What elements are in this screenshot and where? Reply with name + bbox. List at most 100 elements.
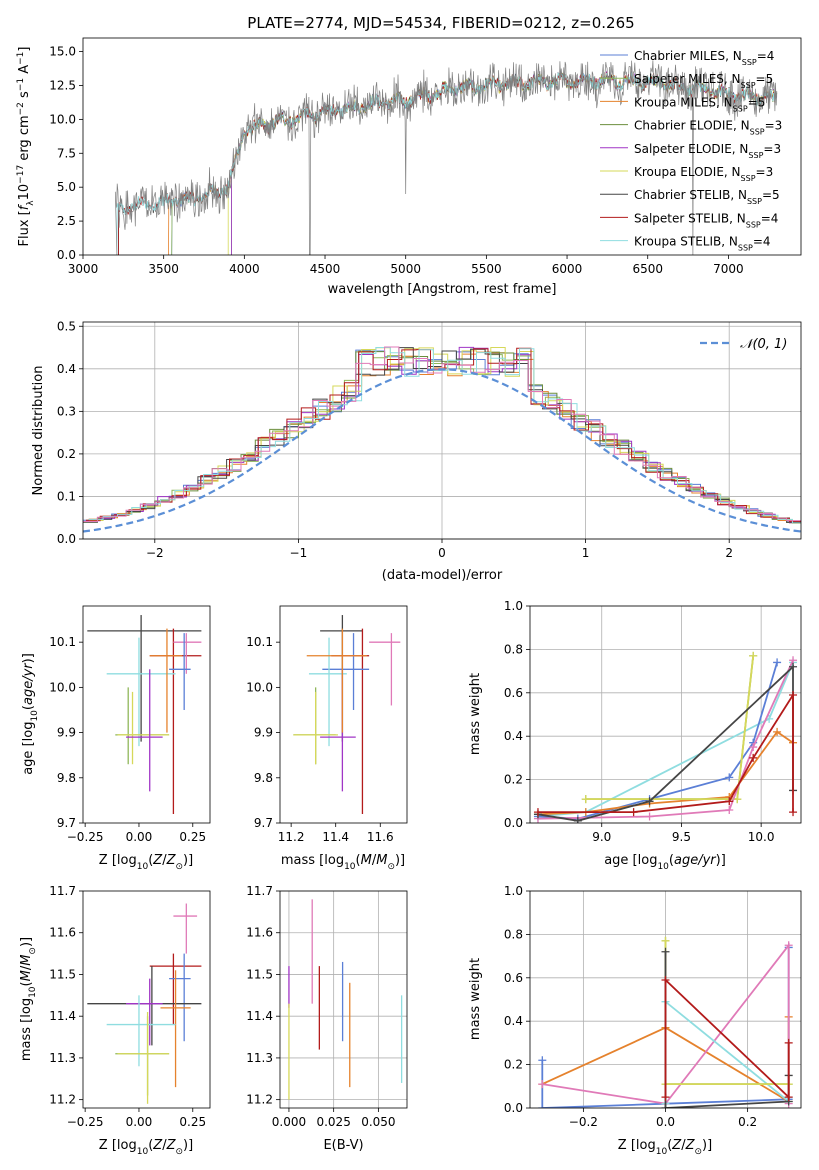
label-part: 10 [30,710,40,722]
figure-title: PLATE=2774, MJD=54534, FIBERID=0212, z=0… [247,14,634,32]
x-tick-label: 3500 [148,262,179,276]
label-part: ] [17,47,32,52]
axes-frame [279,890,408,1109]
histogram-legend: 𝒩(0, 1) [700,337,787,352]
legend-sub: SSP [741,81,756,90]
x-tick-label: 9.5 [672,830,691,844]
label-part: s [17,91,32,102]
y-tick-label: 9.7 [254,816,273,830]
label-part: 10 [137,1147,149,1157]
label-part: mass weight [468,958,483,1040]
axes-frame [279,605,408,824]
y-tick-label: 0.1 [57,489,76,503]
series-marker [661,947,670,956]
legend-label: Salpeter MILES, NSSP=5 [634,72,773,90]
series-marker [749,651,758,660]
label-part: age [ [604,853,637,868]
label-part: 10 [656,1147,668,1157]
legend-name: Salpeter STELIB, N [634,211,746,225]
x-tick-label: 5000 [390,262,421,276]
legend-nssp: =4 [757,49,775,63]
axes-frame [82,890,211,1109]
label-part: mass [ [281,853,324,868]
x-tick-label: 0.000 [272,1115,306,1129]
series-marker [784,1093,793,1102]
legend-sub: SSP [741,174,756,183]
series-marker [645,812,654,821]
legend-nssp: =3 [756,165,774,179]
y-tick-label: 10.0 [246,680,273,694]
legend-nssp: =5 [762,188,780,202]
legend-sub: SSP [747,197,762,206]
y-tick-label: 11.7 [49,884,76,898]
mass-vs-EBV-axes: 0.000 0.025 0.050 11.2 11.3 11.4 11.5 11.6 11.7 E… [246,884,408,1153]
y-tick-label: 1.0 [504,884,523,898]
y-tick-label: 0.0 [57,532,76,546]
label-part: / [681,1138,686,1153]
age-vs-mass-axes: 11.2 11.4 11.6 9.7 9.8 9.9 10.0 10.1 mass [log10… [246,605,408,872]
y-tick-label: 11.6 [49,926,76,940]
y-tick-label: 2.5 [57,214,76,228]
axes-frame [82,37,802,256]
y-tick-label: 5.0 [57,180,76,194]
series-marker [773,658,782,667]
label-part: )] [183,1138,193,1153]
series-marker [789,808,798,817]
series-marker [789,662,798,671]
x-tick-label: 10.0 [748,830,775,844]
age-vs-mass-plot [293,615,401,814]
series-marker [773,727,782,736]
label-part: M [19,955,34,966]
legend-sub: SSP [748,150,763,159]
residual-histogram-step [88,347,801,524]
legend-name: Chabrier MILES, N [634,49,742,63]
legend-sub: SSP [750,127,765,136]
label-part: 10 [344,862,356,872]
x-axis-label: E(B-V) [323,1138,363,1153]
axis-label: Z [log10(Z/Z⊙)] [618,1138,712,1157]
label-part: Flux [ [17,210,32,246]
legend-nssp: =5 [756,72,774,86]
x-tick-label: 0.2 [738,1115,757,1129]
series-marker [538,1104,547,1108]
label-part: erg cm [17,115,32,164]
axes-frame [82,605,211,824]
x-tick-label: 1 [582,546,590,560]
label-part: )] [19,937,34,947]
label-part: Z [ [618,1138,636,1153]
x-axis-label: (data-model)/error [382,568,503,583]
x-tick-label: 5500 [471,262,502,276]
label-part: ( [148,853,153,868]
x-tick-label: 0.00 [126,1115,153,1129]
legend-sub: SSP [733,104,748,113]
y-tick-label: 9.8 [254,771,273,785]
label-part: M [361,853,372,868]
label-part: log [638,853,658,868]
legend-name: Chabrier STELIB, N [634,188,747,202]
x-tick-label: −0.2 [569,1115,598,1129]
label-part: −1 [16,52,26,65]
y-tick-label: 11.3 [246,1051,273,1065]
label-part: f [17,203,32,210]
label-part: / [372,853,377,868]
age-vs-Z-plot [87,615,202,814]
y-tick-label: 0.2 [57,447,76,461]
x-tick-label: 0.0 [656,1115,675,1129]
series-marker [725,773,734,782]
series-marker [538,1056,547,1065]
label-part: ( [148,1138,153,1153]
x-tick-label: 0.25 [179,830,206,844]
series-marker [784,941,793,950]
label-part: Z [685,1138,696,1153]
legend-label: Salpeter ELODIE, NSSP=3 [634,142,781,160]
label-part: −2 [16,102,26,115]
series-marker [733,795,742,804]
residual-histogram-step [85,350,801,524]
label-part: Z [ [99,853,117,868]
label-part: 10 [28,986,38,998]
y-tick-label: 9.8 [57,771,76,785]
legend-name: Kroupa STELIB, N [634,235,738,249]
label-part: M [19,970,34,981]
legend-label: Chabrier MILES, NSSP=4 [634,49,774,67]
